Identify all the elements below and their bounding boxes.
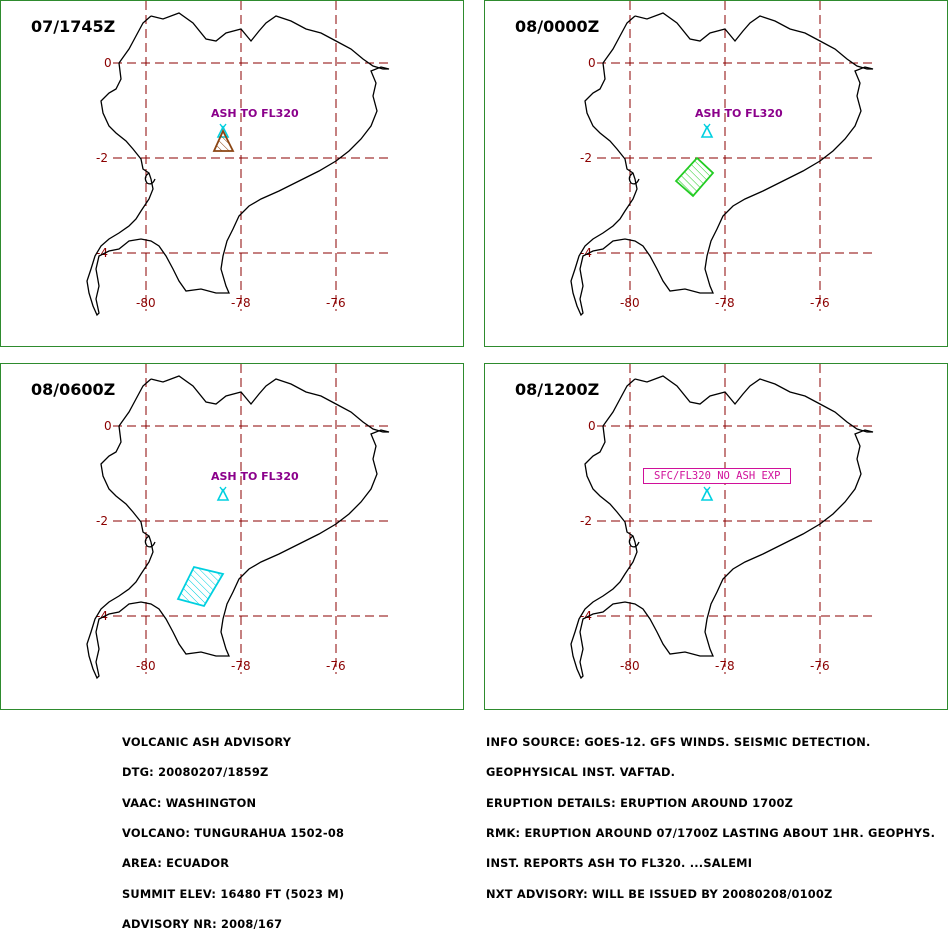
longitude-tick: -76 (326, 296, 346, 310)
latitude-tick: -2 (96, 151, 108, 165)
map-panel-2: 08/0000Z -80 -78 -76 0 -2 -4 ASH TO FL320 (484, 0, 948, 347)
ash-label: ASH TO FL320 (211, 470, 299, 483)
ash-cloud-area (176, 565, 225, 608)
latitude-tick: -4 (580, 609, 592, 623)
advisory-line: VOLCANIC ASH ADVISORY (122, 735, 292, 750)
map-panel-4: 08/1200Z -80 -78 -76 0 -2 -4 SFC/FL320 NO ASH… (484, 363, 948, 710)
panel-time: 07/1745Z (31, 17, 116, 36)
advisory-line: DTG: 20080207/1859Z (122, 765, 269, 780)
advisory-line: INFO SOURCE: GOES-12. GFS WINDS. SEISMIC… (486, 735, 871, 750)
map-svg: -80 -78 -76 0 -2 -4 ASH TO FL320 (570, 1, 877, 317)
longitude-tick: -78 (231, 659, 251, 673)
latitude-tick: 0 (588, 419, 596, 433)
advisory-line: GEOPHYSICAL INST. VAFTAD. (486, 765, 676, 780)
volcano-triangle-icon (700, 123, 714, 138)
map-svg: -80 -78 -76 0 -2 -4 ASH TO FL320 (86, 1, 393, 317)
advisory-header-left: VOLCANIC ASH ADVISORY DTG: 20080207/1859… (122, 717, 344, 939)
panel-time: 08/0000Z (515, 17, 600, 36)
latitude-tick: -4 (96, 246, 108, 260)
ash-label: ASH TO FL320 (695, 107, 783, 120)
ash-label: ASH TO FL320 (211, 107, 299, 120)
coast-inlet (144, 535, 156, 548)
ash-cloud-area (674, 156, 715, 198)
advisory-info-right: INFO SOURCE: GOES-12. GFS WINDS. SEISMIC… (486, 717, 935, 909)
advisory-line: SUMMIT ELEV: 16480 FT (5023 M) (122, 886, 345, 901)
longitude-tick: -80 (620, 296, 640, 310)
advisory-line: VOLCANO: TUNGURAHUA 1502-08 (122, 826, 345, 841)
latitude-tick: 0 (104, 56, 112, 70)
longitude-tick: -80 (136, 296, 156, 310)
longitude-tick: -78 (231, 296, 251, 310)
country-outline (86, 12, 390, 317)
volcano-triangle-icon (700, 486, 714, 501)
advisory-line: VAAC: WASHINGTON (122, 795, 257, 810)
latitude-tick: -2 (580, 151, 592, 165)
advisory-line: NXT ADVISORY: WILL BE ISSUED BY 20080208… (486, 886, 833, 901)
latitude-tick: -2 (96, 514, 108, 528)
longitude-tick: -76 (810, 659, 830, 673)
country-outline (86, 375, 390, 680)
country-outline (570, 12, 874, 317)
map-svg: -80 -78 -76 0 -2 -4 ASH TO FL320 (86, 364, 393, 680)
country-outline (570, 375, 874, 680)
map-panel-1: 07/1745Z -80 -78 -76 0 -2 -4 ASH TO FL320 (0, 0, 464, 347)
latitude-tick: -2 (580, 514, 592, 528)
latitude-tick: -4 (96, 609, 108, 623)
coast-inlet (628, 172, 640, 185)
longitude-tick: -76 (326, 659, 346, 673)
panel-time: 08/1200Z (515, 380, 600, 399)
ash-cloud-area (212, 128, 235, 152)
no-ash-label: SFC/FL320 NO ASH EXP (643, 468, 792, 484)
map-svg: -80 -78 -76 0 -2 -4 (570, 364, 877, 680)
advisory-line: AREA: ECUADOR (122, 856, 230, 871)
coast-inlet (144, 172, 156, 185)
longitude-tick: -80 (620, 659, 640, 673)
advisory-line: INST. REPORTS ASH TO FL320. ...SALEMI (486, 856, 753, 871)
latitude-tick: 0 (104, 419, 112, 433)
map-panel-3: 08/0600Z -80 -78 -76 0 -2 -4 ASH TO FL320 (0, 363, 464, 710)
advisory-line: RMK: ERUPTION AROUND 07/1700Z LASTING AB… (486, 826, 936, 841)
longitude-tick: -78 (715, 296, 735, 310)
longitude-tick: -76 (810, 296, 830, 310)
advisory-line: ADVISORY NR: 2008/167 (122, 916, 283, 931)
longitude-tick: -78 (715, 659, 735, 673)
coast-inlet (628, 535, 640, 548)
latitude-tick: 0 (588, 56, 596, 70)
longitude-tick: -80 (136, 659, 156, 673)
volcano-triangle-icon (216, 486, 230, 501)
panel-time: 08/0600Z (31, 380, 116, 399)
advisory-line: ERUPTION DETAILS: ERUPTION AROUND 1700Z (486, 795, 794, 810)
latitude-tick: -4 (580, 246, 592, 260)
